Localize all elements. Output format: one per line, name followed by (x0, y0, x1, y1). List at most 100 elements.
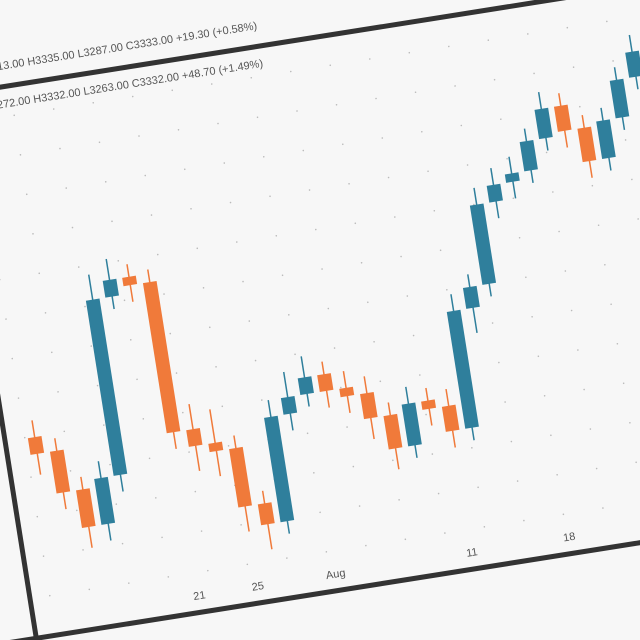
grid-dot (5, 318, 7, 320)
grid-dot (217, 122, 219, 125)
grid-dot (138, 135, 140, 137)
grid-dot (104, 181, 107, 183)
candle-body (360, 391, 378, 420)
grid-dot (483, 526, 486, 528)
grid-dot (354, 222, 357, 225)
grid-dot (261, 399, 263, 401)
grid-dot (327, 307, 330, 310)
grid-dot (121, 542, 124, 545)
grid-dot (460, 124, 463, 127)
grid-dot (610, 303, 612, 306)
grid-dot (321, 268, 323, 270)
grid-dot (622, 382, 625, 385)
grid-dot (25, 193, 28, 196)
candle-body (441, 404, 460, 432)
grid-dot (294, 353, 296, 356)
grid-dot (537, 355, 540, 358)
grid-dot (306, 432, 309, 435)
grid-dot (246, 563, 249, 566)
candle-body (229, 446, 252, 508)
grid-dot (446, 288, 448, 291)
frame-top (0, 0, 640, 106)
grid-dot (550, 434, 552, 437)
grid-dot (183, 168, 186, 171)
grid-dot (394, 216, 396, 218)
grid-dot (200, 530, 203, 532)
grid-dot (169, 332, 172, 335)
grid-dot (250, 76, 253, 79)
grid-dot (207, 569, 209, 572)
grid-dot (591, 184, 594, 187)
grid-dot (531, 315, 533, 318)
grid-dot (564, 270, 567, 272)
grid-dot (512, 197, 515, 200)
grid-dot (289, 70, 292, 73)
grid-dot (439, 249, 442, 252)
grid-dot (525, 276, 527, 279)
grid-dot (96, 384, 99, 387)
grid-dot (150, 214, 153, 216)
candle-body (609, 78, 630, 119)
grid-dot (286, 557, 288, 559)
grid-dot (221, 405, 224, 408)
grid-dot (352, 465, 355, 468)
frame-bottom (0, 524, 640, 640)
grid-dot (516, 480, 519, 482)
candle-body (208, 441, 224, 453)
grid-dot (379, 380, 382, 383)
grid-dot (527, 33, 529, 35)
grid-dot (408, 51, 411, 54)
grid-dot (387, 176, 390, 179)
grid-dot (477, 486, 479, 489)
grid-dot (229, 201, 232, 204)
grid-dot (75, 509, 78, 512)
grid-dot (275, 235, 278, 237)
grid-dot (109, 463, 111, 466)
grid-dot (288, 314, 290, 316)
grid-dot (504, 401, 506, 403)
grid-dot (425, 413, 427, 416)
grid-dot (404, 538, 407, 541)
grid-dot (602, 507, 604, 509)
grid-dot (163, 293, 165, 295)
grid-dot (98, 141, 101, 144)
candle-body (383, 413, 403, 450)
candle-body (94, 476, 116, 525)
candle-body (421, 399, 437, 410)
grid-dot (23, 436, 26, 439)
grid-dot (412, 334, 415, 337)
grid-dot (52, 108, 55, 110)
candle-body (122, 275, 138, 287)
x-tick-label: 18 (562, 531, 576, 545)
grid-dot (637, 218, 639, 220)
grid-dot (447, 45, 450, 48)
grid-dot (579, 105, 581, 108)
grid-dot (171, 89, 174, 92)
candle-body (297, 376, 314, 396)
candle-body (577, 126, 597, 163)
grid-dot (373, 341, 375, 343)
grid-dot (88, 588, 91, 591)
grid-dot (208, 326, 211, 329)
grid-dot (604, 263, 606, 266)
grid-dot (427, 170, 429, 173)
frame-left (0, 0, 56, 640)
grid-dot (500, 118, 502, 121)
grid-dot (506, 157, 508, 160)
grid-dot (518, 236, 521, 239)
grid-dot (358, 505, 361, 507)
grid-dot (635, 461, 637, 464)
grid-dot (57, 391, 59, 393)
grid-dot (82, 549, 84, 551)
grid-dot (375, 97, 377, 100)
grid-dot (215, 366, 217, 368)
grid-dot (281, 274, 284, 277)
grid-dot (254, 359, 257, 362)
grid-dot (90, 345, 93, 347)
grid-dot (612, 60, 614, 62)
grid-dot (454, 85, 456, 87)
grid-dot (202, 287, 205, 289)
grid-dot (471, 447, 473, 449)
